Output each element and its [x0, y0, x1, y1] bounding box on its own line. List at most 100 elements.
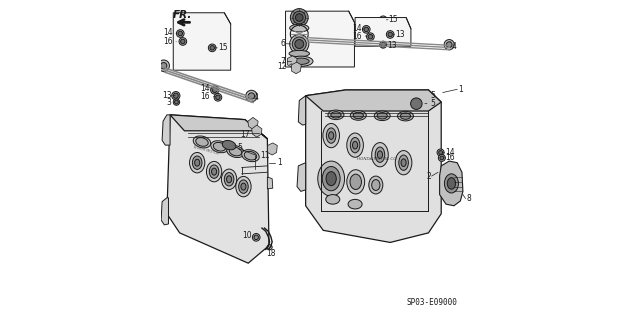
Text: 13: 13	[395, 30, 404, 39]
Circle shape	[380, 41, 387, 48]
Ellipse shape	[289, 50, 310, 57]
Polygon shape	[306, 90, 441, 242]
Ellipse shape	[211, 141, 228, 153]
Circle shape	[364, 27, 369, 32]
Ellipse shape	[195, 159, 200, 166]
Ellipse shape	[369, 176, 383, 194]
Ellipse shape	[224, 173, 234, 186]
Circle shape	[438, 154, 445, 161]
Ellipse shape	[444, 174, 458, 193]
Circle shape	[210, 46, 214, 50]
Circle shape	[179, 38, 187, 45]
Ellipse shape	[372, 143, 388, 167]
Ellipse shape	[221, 169, 237, 189]
Circle shape	[180, 39, 185, 44]
Text: SP03-E09000: SP03-E09000	[407, 298, 458, 307]
Circle shape	[173, 99, 180, 105]
Ellipse shape	[222, 140, 236, 150]
Polygon shape	[167, 115, 269, 263]
Circle shape	[212, 87, 218, 93]
Polygon shape	[297, 163, 306, 191]
Text: 14: 14	[352, 24, 362, 33]
Polygon shape	[252, 125, 262, 137]
Ellipse shape	[227, 176, 232, 183]
Ellipse shape	[229, 147, 242, 156]
Ellipse shape	[350, 174, 362, 189]
Circle shape	[380, 16, 387, 24]
Circle shape	[446, 42, 452, 48]
Circle shape	[367, 33, 374, 41]
Text: 14: 14	[200, 84, 210, 93]
Text: 4: 4	[254, 93, 259, 102]
Ellipse shape	[328, 110, 344, 120]
Text: 5: 5	[431, 91, 436, 100]
Polygon shape	[268, 143, 277, 155]
Polygon shape	[170, 115, 268, 139]
Text: SΛΛOΛ MOTOR: SΛΛOΛ MOTOR	[193, 145, 219, 156]
Circle shape	[381, 18, 385, 22]
Polygon shape	[268, 177, 273, 189]
Circle shape	[292, 37, 307, 51]
Ellipse shape	[189, 152, 205, 173]
Circle shape	[246, 90, 257, 102]
Ellipse shape	[348, 199, 362, 209]
Polygon shape	[355, 18, 411, 46]
Text: 10: 10	[242, 231, 252, 240]
Polygon shape	[306, 90, 441, 111]
Text: HONDA MOTOR CO.: HONDA MOTOR CO.	[357, 158, 397, 161]
Text: 4: 4	[451, 42, 456, 51]
Text: 12: 12	[277, 62, 287, 71]
Text: 16: 16	[163, 37, 173, 46]
Text: 13: 13	[162, 91, 172, 100]
Ellipse shape	[378, 151, 383, 159]
Text: FR.: FR.	[173, 10, 192, 20]
Circle shape	[216, 95, 220, 100]
Ellipse shape	[236, 176, 251, 197]
Polygon shape	[298, 96, 306, 125]
Ellipse shape	[227, 145, 244, 158]
Ellipse shape	[193, 156, 202, 169]
Polygon shape	[248, 117, 258, 130]
Text: 15: 15	[388, 15, 398, 24]
Text: 15: 15	[218, 43, 228, 52]
Polygon shape	[162, 115, 170, 145]
Text: 2: 2	[426, 172, 431, 181]
Ellipse shape	[213, 142, 226, 151]
Ellipse shape	[353, 112, 364, 119]
Circle shape	[175, 100, 179, 104]
Circle shape	[173, 93, 179, 98]
Ellipse shape	[377, 113, 387, 119]
Text: 5: 5	[237, 143, 242, 152]
Ellipse shape	[292, 58, 309, 64]
Ellipse shape	[193, 136, 211, 148]
Ellipse shape	[242, 150, 259, 162]
Ellipse shape	[326, 128, 336, 143]
Text: 16: 16	[200, 92, 210, 101]
Text: 14: 14	[163, 28, 173, 37]
Ellipse shape	[322, 167, 340, 191]
Text: 14: 14	[445, 148, 454, 157]
Ellipse shape	[207, 161, 221, 182]
Circle shape	[302, 33, 312, 43]
Circle shape	[305, 35, 310, 41]
Circle shape	[248, 93, 255, 99]
Circle shape	[444, 40, 454, 50]
Polygon shape	[161, 198, 168, 225]
Ellipse shape	[347, 170, 365, 194]
Circle shape	[178, 31, 182, 36]
Polygon shape	[287, 56, 297, 67]
Circle shape	[381, 42, 385, 47]
Circle shape	[437, 149, 444, 156]
Ellipse shape	[196, 137, 208, 146]
Ellipse shape	[397, 111, 413, 121]
Polygon shape	[173, 13, 230, 70]
Circle shape	[388, 32, 392, 37]
Circle shape	[362, 26, 370, 33]
Ellipse shape	[399, 155, 408, 170]
Ellipse shape	[353, 141, 358, 149]
Polygon shape	[292, 62, 301, 74]
Circle shape	[254, 235, 259, 240]
Ellipse shape	[326, 195, 340, 204]
Circle shape	[296, 14, 303, 21]
Ellipse shape	[447, 178, 456, 189]
